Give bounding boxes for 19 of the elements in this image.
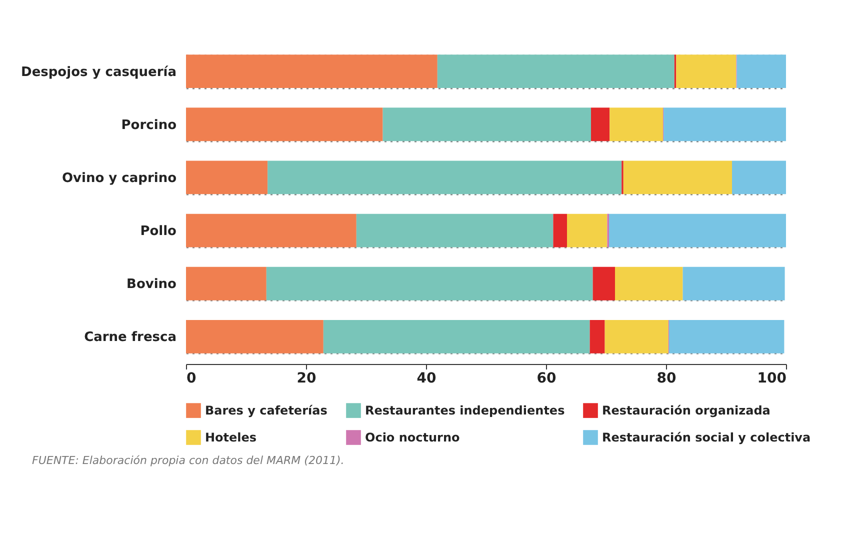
x-tick-label: 80 [656,370,676,386]
y-tick-label: Porcino [121,118,177,133]
legend-label: Restaurantes independientes [365,404,565,418]
legend-label: Hoteles [205,430,257,444]
legend-label: Restauración social y colectiva [602,430,811,444]
x-tick-label: 100 [757,370,787,386]
x-tick-label: 0 [186,370,196,386]
legend-label: Ocio nocturno [365,430,460,444]
x-tick-label: 60 [536,370,556,386]
legend-label: Bares y cafeterías [205,404,328,418]
x-tick-label: 20 [296,370,316,386]
y-tick-label: Despojos y casquería [21,64,176,80]
y-tick-label: Ovino y caprino [62,170,177,186]
y-tick-label: Carne fresca [84,330,176,346]
y-tick-label: Bovino [126,277,177,292]
legend-label: Restauración organizada [602,404,770,418]
y-tick-label: Pollo [140,224,177,240]
x-tick-label: 40 [416,370,436,386]
source-note: FUENTE: Elaboración propia con datos del MARM (2011). [32,454,346,467]
